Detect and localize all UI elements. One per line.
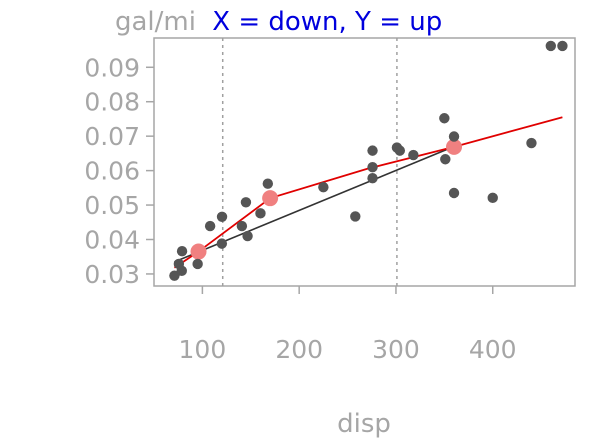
fit-line	[174, 145, 455, 263]
data-point	[440, 154, 451, 165]
reference-lines	[221, 38, 398, 286]
group-means-layer	[190, 138, 463, 260]
data-point	[557, 40, 568, 52]
data-point	[216, 238, 228, 249]
data-point	[242, 230, 253, 242]
data-point	[236, 220, 248, 232]
y-tick-label: 0.09	[84, 53, 140, 82]
data-point	[394, 145, 406, 156]
data-point	[176, 246, 188, 257]
group-mean-point	[446, 138, 463, 155]
chart-title: gal/mi X = down, Y = up	[115, 7, 442, 37]
title-prefix: gal/mi	[115, 7, 196, 37]
data-point	[169, 270, 180, 281]
data-point	[262, 178, 274, 189]
group-mean-point	[262, 190, 279, 207]
data-point	[367, 145, 378, 156]
x-tick-label: 400	[469, 335, 517, 364]
data-point	[204, 220, 216, 232]
y-tick-label: 0.07	[84, 122, 140, 151]
y-tick-label: 0.05	[84, 191, 140, 220]
data-point	[192, 258, 203, 270]
lines-layer	[173, 116, 563, 269]
x-tick-label: 300	[372, 335, 420, 364]
data-point	[545, 40, 557, 52]
data-point	[176, 265, 187, 277]
x-axis-label: disp	[337, 409, 391, 439]
data-point	[439, 113, 450, 124]
x-axis: 100 200 300 400	[179, 286, 517, 364]
y-tick-label: 0.04	[84, 226, 140, 255]
data-point	[367, 172, 378, 184]
data-point	[350, 211, 361, 222]
data-point	[487, 192, 498, 204]
points-layer	[169, 40, 568, 281]
trend-line	[173, 116, 563, 269]
y-axis: 0.03 0.04 0.05 0.06 0.07 0.08 0.09	[84, 53, 154, 289]
data-point	[448, 131, 460, 142]
y-tick-label: 0.03	[84, 260, 140, 289]
data-point	[240, 197, 252, 208]
data-point	[318, 181, 329, 193]
data-point	[526, 137, 537, 149]
data-point	[255, 208, 266, 219]
x-tick-label: 200	[275, 335, 323, 364]
plot-frame	[153, 37, 576, 287]
data-point	[216, 211, 228, 222]
y-tick-label: 0.06	[84, 157, 140, 186]
x-tick-label: 100	[179, 335, 227, 364]
title-main: X = down, Y = up	[212, 7, 442, 37]
group-mean-point	[190, 243, 207, 260]
data-point	[408, 149, 419, 161]
data-point	[448, 187, 460, 199]
data-point	[367, 161, 378, 173]
y-tick-label: 0.08	[84, 88, 140, 117]
